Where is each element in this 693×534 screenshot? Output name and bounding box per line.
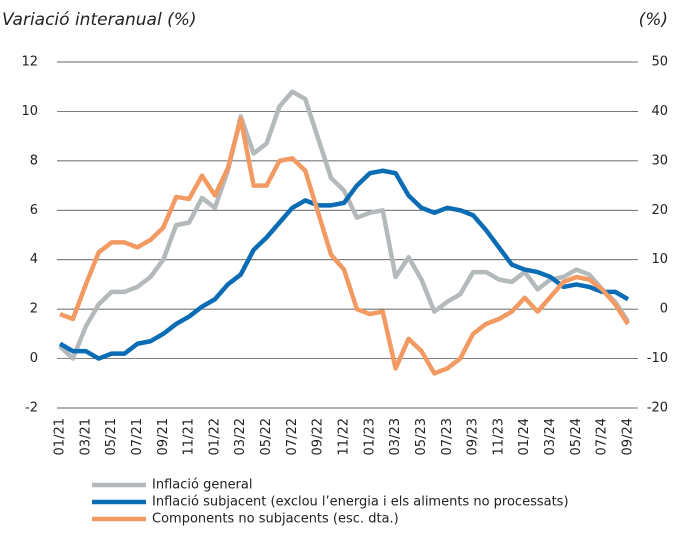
x-tick-label: 01/22 [207,418,222,455]
y2-tick-label: -10 [647,351,668,366]
y2-tick-label: 0 [660,302,668,317]
y-tick-label: 4 [30,252,38,267]
series-line [58,168,630,361]
y2-tick-label: -20 [647,401,668,416]
x-tick-label: 05/23 [414,418,429,455]
x-tick-label: 11/21 [182,418,197,455]
x-tick-label: 05/22 [259,418,274,455]
x-tick-label: 09/21 [156,418,171,455]
y-tick-label: -2 [25,401,38,416]
y2-axis-label: (%) [639,10,668,30]
x-tick-label: 01/24 [517,418,532,455]
x-tick-label: 03/21 [78,418,93,455]
x-tick-label: 11/23 [491,418,506,455]
x-tick-label: 07/24 [595,418,610,455]
y2-tick-label: 10 [651,252,668,267]
y-tick-label: 8 [30,153,38,168]
x-tick-label: 07/21 [130,418,145,455]
x-tick-label: 09/22 [311,418,326,455]
x-tick-label: 03/23 [388,418,403,455]
y2-tick-label: 30 [651,153,668,168]
x-tick-label: 01/21 [53,418,68,455]
x-tick-label: 07/22 [285,418,300,455]
x-tick-label: 05/24 [569,418,584,455]
x-tick-label: 05/21 [104,418,119,455]
legend-label: Inflació general [152,478,252,493]
x-tick-label: 09/24 [621,418,636,455]
series-line [58,89,630,361]
y2-tick-label: 40 [651,104,668,119]
y-tick-label: 2 [30,302,38,317]
chart-title: Variació interanual (%) [2,10,197,30]
y2-tick-label: 20 [651,203,668,218]
legend-label: Inflació subjacent (exclou l’energia i e… [152,495,569,510]
x-tick-label: 03/24 [543,418,558,455]
y-tick-label: 0 [30,351,38,366]
x-tick-label: 07/23 [440,418,455,455]
series-line [59,116,630,376]
x-tick-label: 11/22 [337,418,352,455]
legend-label: Components no subjacents (esc. dta.) [152,512,399,527]
y-tick-label: 6 [30,203,38,218]
y-tick-label: 10 [21,104,38,119]
y2-tick-label: 50 [651,55,668,70]
x-tick-label: 09/23 [466,418,481,455]
x-tick-label: 01/23 [362,418,377,455]
y-tick-label: 12 [21,55,38,70]
x-tick-label: 03/22 [233,418,248,455]
